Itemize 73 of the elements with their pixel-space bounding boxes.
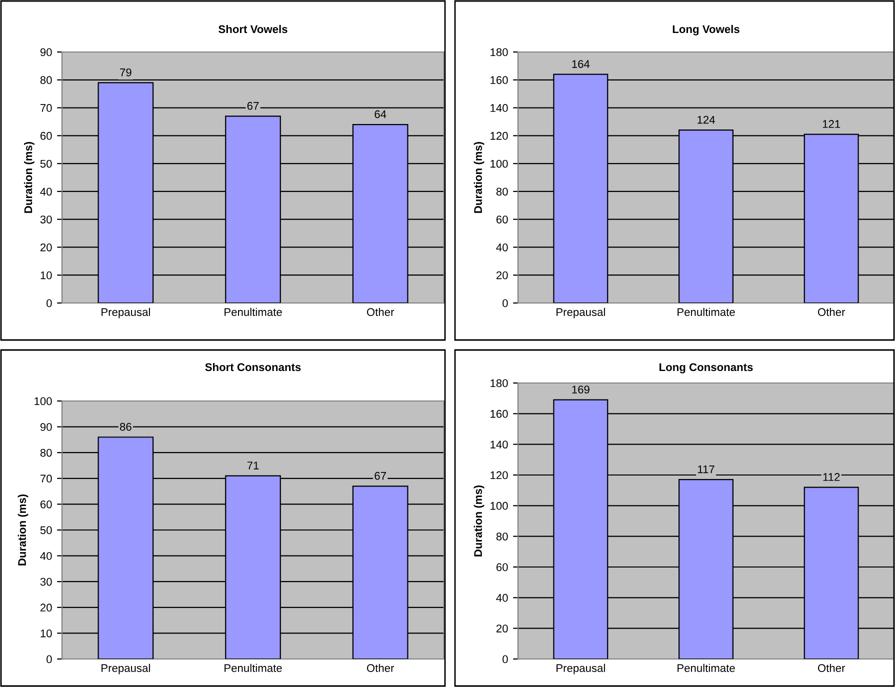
- x-tick-label: Prepausal: [556, 664, 605, 674]
- y-tick-label: 70: [40, 104, 52, 112]
- y-tick-label: 30: [40, 578, 52, 586]
- data-label: 169: [572, 386, 590, 394]
- y-tick-label: 80: [40, 76, 52, 84]
- chart-title: Long Consonants: [660, 363, 753, 374]
- x-tick-label: Other: [366, 308, 394, 316]
- x-tick-label: Penultimate: [678, 308, 735, 316]
- y-tick-label: 40: [40, 188, 52, 196]
- data-label: 64: [374, 110, 386, 118]
- y-tick-label: 20: [496, 271, 508, 280]
- y-tick-label: 40: [496, 243, 508, 252]
- y-axis-title: Duration (ms): [474, 485, 484, 556]
- y-tick-label: 0: [46, 655, 52, 664]
- data-label: 124: [698, 116, 715, 124]
- data-label: 121: [822, 120, 840, 128]
- y-tick-label: 60: [496, 563, 508, 572]
- y-tick-label: 0: [46, 299, 52, 308]
- y-tick-label: 80: [496, 532, 508, 540]
- y-tick-label: 100: [490, 502, 508, 510]
- y-tick-label: 90: [40, 48, 52, 56]
- y-tick-label: 100: [490, 160, 508, 168]
- y-tick-label: 0: [502, 299, 508, 308]
- y-tick-label: 60: [496, 216, 508, 224]
- y-axis-title: Duration (ms): [474, 142, 484, 213]
- y-tick-label: 10: [40, 271, 52, 280]
- y-tick-label: 80: [40, 448, 52, 457]
- y-tick-label: 40: [496, 594, 508, 602]
- data-label: 112: [823, 473, 840, 481]
- y-tick-label: 20: [40, 243, 52, 252]
- data-label: 86: [120, 422, 132, 431]
- x-tick-label: Prepausal: [102, 308, 150, 318]
- x-tick-label: Other: [366, 664, 394, 672]
- y-tick-label: 60: [40, 132, 52, 140]
- data-label: 71: [247, 462, 259, 470]
- y-tick-label: 40: [40, 552, 52, 560]
- y-tick-label: 70: [40, 474, 52, 483]
- y-tick-label: 30: [40, 216, 52, 224]
- chart-title: Short Vowels: [218, 24, 288, 34]
- data-label: 117: [698, 465, 714, 474]
- y-tick-label: 90: [40, 423, 52, 431]
- y-tick-label: 60: [40, 500, 52, 508]
- x-tick-label: Prepausal: [102, 664, 150, 674]
- data-label: 164: [572, 60, 590, 68]
- y-tick-label: 10: [40, 629, 52, 638]
- x-tick-label: Prepausal: [556, 308, 605, 318]
- x-tick-label: Penultimate: [678, 664, 735, 672]
- y-tick-label: 140: [490, 104, 508, 112]
- x-tick-label: Other: [818, 664, 846, 672]
- data-label: 67: [374, 472, 386, 480]
- y-axis-title: Duration (ms): [18, 494, 28, 566]
- y-tick-label: 20: [40, 604, 52, 612]
- chart-title: Short Consonants: [205, 362, 301, 372]
- y-tick-label: 180: [490, 48, 508, 56]
- y-axis-title: Duration (ms): [24, 142, 34, 213]
- y-tick-label: 120: [490, 132, 508, 140]
- y-tick-label: 0: [502, 655, 508, 664]
- y-tick-label: 80: [496, 188, 508, 196]
- x-tick-label: Penultimate: [224, 664, 282, 672]
- x-tick-label: Penultimate: [224, 308, 282, 316]
- y-tick-label: 20: [496, 624, 508, 632]
- y-tick-label: 50: [40, 526, 52, 534]
- chart-title: Long Vowels: [672, 24, 740, 36]
- y-tick-label: 50: [40, 160, 52, 168]
- data-label: 67: [247, 102, 259, 110]
- x-tick-label: Other: [818, 308, 846, 316]
- y-tick-label: 160: [490, 410, 508, 418]
- y-tick-label: 140: [490, 440, 508, 448]
- y-tick-label: 160: [490, 76, 508, 84]
- data-label: 79: [120, 68, 132, 76]
- y-tick-label: 180: [490, 379, 508, 388]
- y-tick-label: 120: [490, 471, 508, 480]
- y-tick-label: 100: [34, 397, 52, 406]
